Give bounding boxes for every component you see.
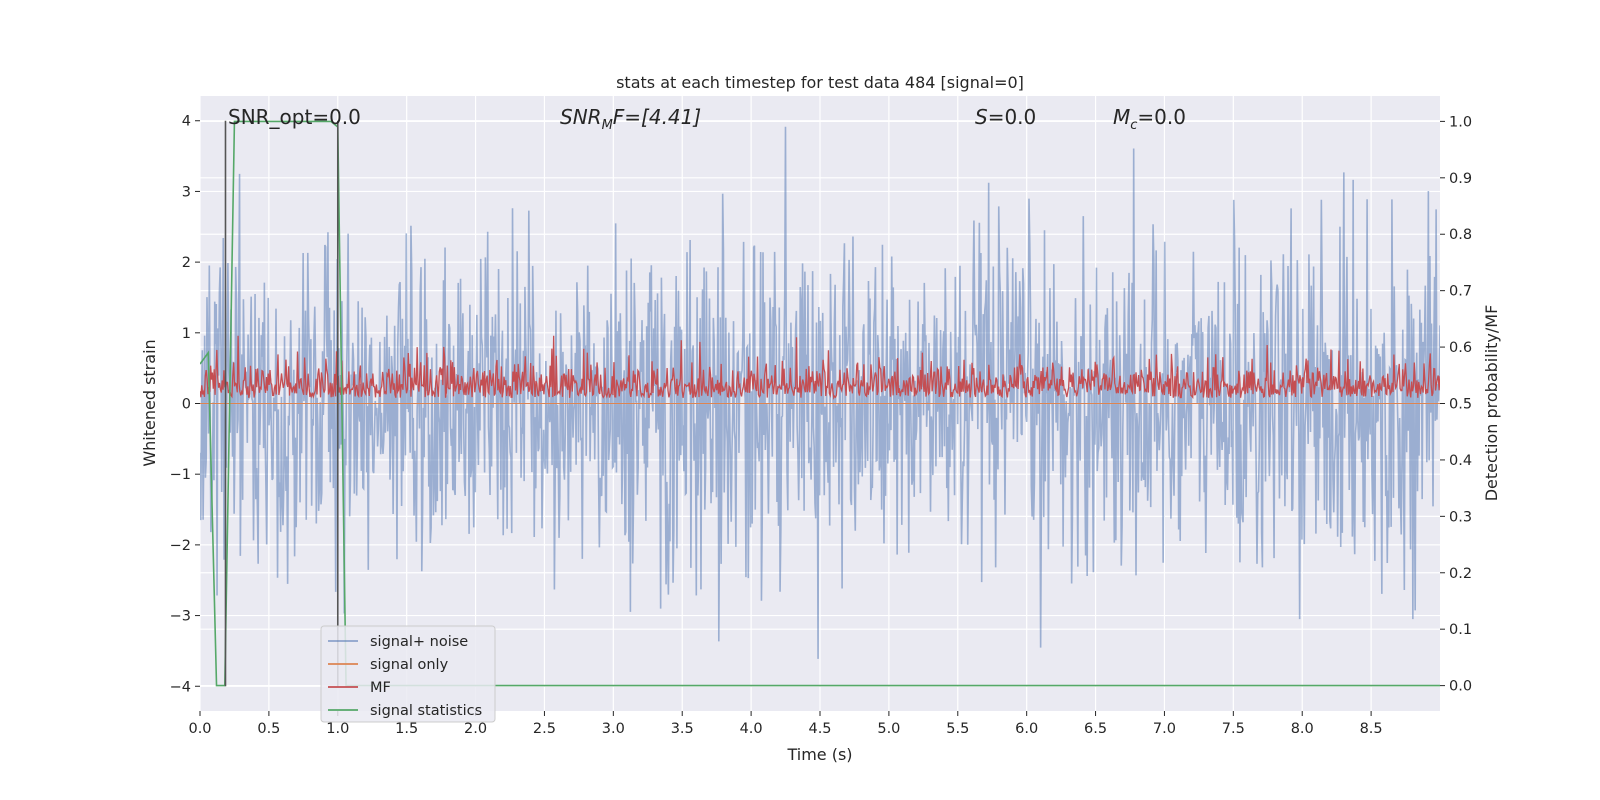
annotation-snr-mf: SNRMF=[4.41] bbox=[560, 105, 701, 133]
y2-tick-label: 0.9 bbox=[1449, 171, 1472, 187]
y-tick-label: 4 bbox=[182, 114, 191, 130]
y-axis-left: −4 −3 −2 −1 0 1 2 3 4 bbox=[170, 114, 200, 695]
x-tick-label: 6.0 bbox=[1015, 721, 1038, 737]
legend-label: signal only bbox=[370, 657, 449, 673]
annotation-snr-mf-sub: M bbox=[602, 118, 613, 133]
x-tick-label: 1.0 bbox=[326, 721, 349, 737]
x-tick-label: 2.0 bbox=[464, 721, 487, 737]
annotation-snr-mf-rest: F=[4.41] bbox=[613, 105, 701, 129]
y-tick-label: 1 bbox=[182, 326, 191, 342]
y-axis-right: 0.0 0.1 0.2 0.3 0.4 0.5 0.6 0.7 0.8 0.9 1.0 bbox=[1440, 114, 1472, 695]
x-tick-label: 1.5 bbox=[395, 721, 418, 737]
chart-title: stats at each timestep for test data 484… bbox=[616, 73, 1024, 92]
y-tick-label: −4 bbox=[170, 679, 191, 695]
annotation-s-main: S bbox=[975, 105, 988, 129]
y-tick-label: 2 bbox=[182, 255, 191, 271]
y-tick-label: −1 bbox=[170, 467, 191, 483]
x-axis-label: Time (s) bbox=[786, 745, 852, 764]
y2-tick-label: 0.2 bbox=[1449, 566, 1472, 582]
x-tick-label: 8.0 bbox=[1291, 721, 1314, 737]
series-signal-noise-line bbox=[200, 126, 1440, 659]
series-mf-line bbox=[200, 335, 1440, 400]
x-tick-label: 5.0 bbox=[877, 721, 900, 737]
y-tick-label: −2 bbox=[170, 538, 191, 554]
annotation-s: S=0.0 bbox=[975, 105, 1036, 129]
x-tick-label: 4.5 bbox=[808, 721, 831, 737]
y2-tick-label: 0.3 bbox=[1449, 509, 1472, 525]
legend-box bbox=[320, 625, 496, 723]
x-tick-label: 3.5 bbox=[671, 721, 694, 737]
y-tick-label: 3 bbox=[182, 184, 191, 200]
x-tick-label: 0.5 bbox=[257, 721, 280, 737]
annotation-s-rest: =0.0 bbox=[988, 105, 1037, 129]
x-tick-label: 2.5 bbox=[533, 721, 556, 737]
y-axis-label: Whitened strain bbox=[140, 339, 159, 466]
x-tick-label: 7.0 bbox=[1153, 721, 1176, 737]
y2-tick-label: 1.0 bbox=[1449, 114, 1472, 130]
x-tick-label: 4.0 bbox=[740, 721, 763, 737]
x-tick-label: 5.5 bbox=[946, 721, 969, 737]
annotation-mc-main: M bbox=[1113, 105, 1130, 129]
y2-tick-label: 0.0 bbox=[1449, 679, 1472, 695]
annotation-mc-rest: =0.0 bbox=[1137, 105, 1186, 129]
x-tick-label: 3.0 bbox=[602, 721, 625, 737]
annotation-mc-sub: c bbox=[1130, 118, 1137, 133]
y2-tick-label: 0.7 bbox=[1449, 284, 1472, 300]
annotation-snr-mf-main: SNR bbox=[560, 105, 602, 129]
annotation-snr-opt: SNR_opt=0.0 bbox=[228, 105, 361, 129]
y2-axis-label: Detection probability/MF bbox=[1482, 305, 1501, 502]
x-tick-label: 0.0 bbox=[188, 721, 211, 737]
y-tick-label: 0 bbox=[182, 397, 191, 413]
x-tick-label: 6.5 bbox=[1084, 721, 1107, 737]
annotation-mc: Mc=0.0 bbox=[1113, 105, 1186, 133]
x-axis: 0.0 0.5 1.0 1.5 2.0 2.5 3.0 3.5 4.0 4.5 5.0 5.5 6.0 6… bbox=[188, 711, 1383, 737]
y-tick-label: −3 bbox=[170, 609, 191, 625]
y2-tick-label: 0.6 bbox=[1449, 340, 1472, 356]
legend-label: signal statistics bbox=[370, 703, 482, 719]
legend: signal+ noise signal only MF signal statist… bbox=[320, 625, 496, 723]
y2-tick-label: 0.4 bbox=[1449, 453, 1472, 469]
x-tick-label: 8.5 bbox=[1360, 721, 1383, 737]
y2-tick-label: 0.5 bbox=[1449, 397, 1472, 413]
y2-tick-label: 0.8 bbox=[1449, 227, 1472, 243]
x-tick-label: 7.5 bbox=[1222, 721, 1245, 737]
y2-tick-label: 0.1 bbox=[1449, 622, 1472, 638]
legend-label: signal+ noise bbox=[370, 634, 468, 650]
legend-label: MF bbox=[370, 680, 391, 696]
